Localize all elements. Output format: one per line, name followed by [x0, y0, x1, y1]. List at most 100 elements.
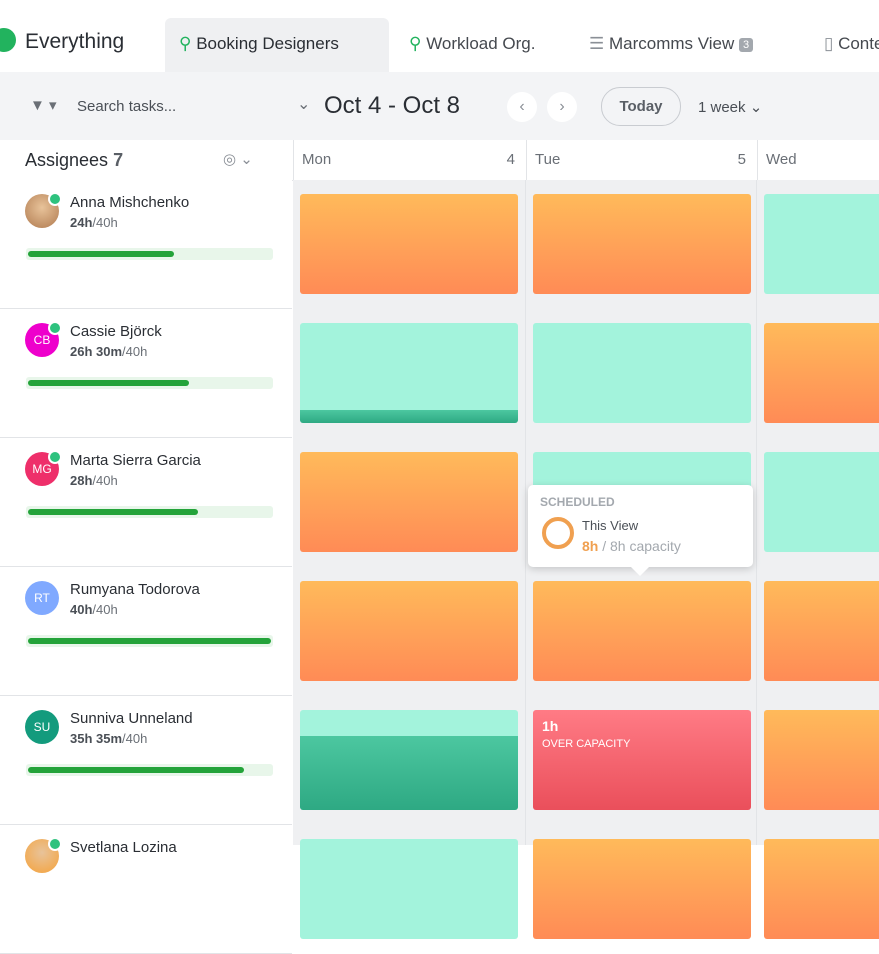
avatar: SU — [25, 710, 59, 744]
tab[interactable]: ⚲ Workload Org. — [409, 34, 536, 53]
tooltip-heading: SCHEDULED — [540, 495, 615, 509]
assignee-load: 35h 35m/40h — [70, 731, 147, 746]
assignees-heading: Assignees 7 — [25, 150, 123, 171]
load-total: /40h — [92, 215, 118, 230]
capacity-block — [300, 581, 518, 681]
assignees-count: 7 — [113, 150, 124, 170]
assignee-load: 28h/40h — [70, 473, 118, 488]
capacity-block — [764, 452, 879, 552]
column-divider — [525, 180, 526, 845]
load-total: /40h — [92, 473, 118, 488]
assignee-name: Rumyana Todorova — [70, 581, 200, 598]
capacity-block — [764, 194, 879, 294]
load-bar — [28, 767, 245, 773]
tooltip-capacity: 8h / 8h capacity — [582, 538, 681, 554]
capacity-ring — [542, 517, 574, 549]
range-dropdown[interactable]: ⌄ — [297, 96, 311, 113]
tab-label: Booking Designers — [196, 34, 339, 53]
over-hours: 1h — [542, 718, 559, 734]
capacity-block: 1h OVER CAPACITY — [533, 710, 751, 810]
next-button[interactable]: › — [547, 92, 577, 122]
assignee-row: CB Cassie Björck 26h 30m/40h — [0, 309, 292, 438]
day-date: 4 — [506, 151, 515, 168]
avatar — [25, 837, 62, 873]
capacity-block — [764, 323, 879, 423]
tooltip-arrow — [631, 567, 649, 576]
tab-label: Content — [838, 34, 879, 53]
online-dot — [48, 321, 62, 335]
avatar: RT — [25, 581, 59, 615]
filter-icon[interactable]: ▼ ▾ — [30, 97, 57, 114]
online-dot — [48, 837, 62, 851]
assignee-name: Marta Sierra Garcia — [70, 452, 201, 469]
tooltip: SCHEDULED This View 8h / 8h capacity — [528, 485, 753, 576]
load-bar — [28, 380, 189, 386]
assignee-row: MG Marta Sierra Garcia 28h/40h — [0, 438, 292, 567]
scheduled-strip — [300, 410, 518, 423]
capacity-block — [300, 194, 518, 294]
load-track — [26, 635, 273, 647]
capacity-block — [533, 194, 751, 294]
capacity-block — [300, 323, 518, 423]
capacity-block — [533, 323, 751, 423]
day-header: Mon 4 — [293, 140, 527, 180]
load-bar — [28, 251, 174, 257]
capacity-block — [764, 581, 879, 681]
assignee-name: Cassie Björck — [70, 323, 162, 340]
scheduled-fill — [300, 736, 518, 810]
tab[interactable]: ☰ Marcomms View 3 — [575, 18, 767, 72]
tab-badge: 3 — [739, 37, 754, 52]
day-name: Tue — [535, 151, 561, 168]
assignee-name: Sunniva Unneland — [70, 710, 193, 727]
tab[interactable]: ⚲ Booking Designers — [165, 18, 389, 72]
sidebar-toggle[interactable] — [0, 28, 16, 52]
column-divider — [756, 180, 757, 845]
load-used: 24h — [70, 215, 93, 230]
period-label: 1 week — [698, 99, 746, 116]
column-header: Assignees 7 ◎ ⌄ Mon 4 Tue 5 Wed — [0, 140, 879, 181]
today-button[interactable]: Today — [601, 87, 681, 126]
day-header: Tue 5 — [526, 140, 758, 180]
tab-bar: Everything ⚲ Booking Designers ⚲ Workloa… — [0, 0, 879, 73]
assignee-name: Anna Mishchenko — [70, 194, 190, 211]
capacity-block — [300, 839, 518, 939]
assignee-row: Anna Mishchenko 24h/40h — [0, 180, 292, 309]
assignee-load: 40h/40h — [70, 602, 118, 617]
capacity-block — [533, 581, 751, 681]
search-input[interactable]: Search tasks... — [77, 98, 177, 115]
load-bar — [28, 638, 271, 644]
tooltip-label: This View — [582, 518, 639, 533]
load-used: 28h — [70, 473, 93, 488]
tooltip-sep: / — [602, 538, 607, 554]
assignee-row: Svetlana Lozina — [0, 825, 292, 954]
tab[interactable]: ▯ Content — [810, 18, 879, 72]
assignee-name: Svetlana Lozina — [70, 839, 177, 856]
avatar: MG — [25, 450, 62, 486]
period-dropdown[interactable]: 1 week ⌄ — [698, 99, 763, 116]
prev-button[interactable]: ‹ — [507, 92, 537, 122]
day-name: Mon — [302, 151, 332, 168]
date-range: Oct 4 - Oct 8 — [324, 92, 461, 119]
online-dot — [48, 192, 62, 206]
load-total: /40h — [122, 731, 148, 746]
load-bar — [28, 509, 199, 515]
day-header: Wed — [757, 140, 879, 180]
assignee-row: RT Rumyana Todorova 40h/40h — [0, 567, 292, 696]
tab-label: Marcomms View — [608, 34, 735, 53]
header-icons[interactable]: ◎ ⌄ — [223, 151, 253, 168]
capacity-block — [764, 710, 879, 810]
assignee-load: 24h/40h — [70, 215, 118, 230]
over-note: OVER CAPACITY — [542, 738, 631, 750]
avatar: CB — [25, 321, 62, 357]
capacity-block — [300, 452, 518, 552]
space-name[interactable]: Everything — [25, 30, 125, 53]
toolbar: ▼ ▾ Search tasks... ⌄ Oct 4 - Oct 8 ‹ › … — [0, 72, 879, 141]
load-track — [26, 506, 273, 518]
capacity-block — [300, 710, 518, 810]
load-track — [26, 248, 273, 260]
load-used: 40h — [70, 602, 93, 617]
tab-label: Workload Org. — [426, 34, 536, 53]
capacity-block — [764, 839, 879, 939]
online-dot — [48, 450, 62, 464]
